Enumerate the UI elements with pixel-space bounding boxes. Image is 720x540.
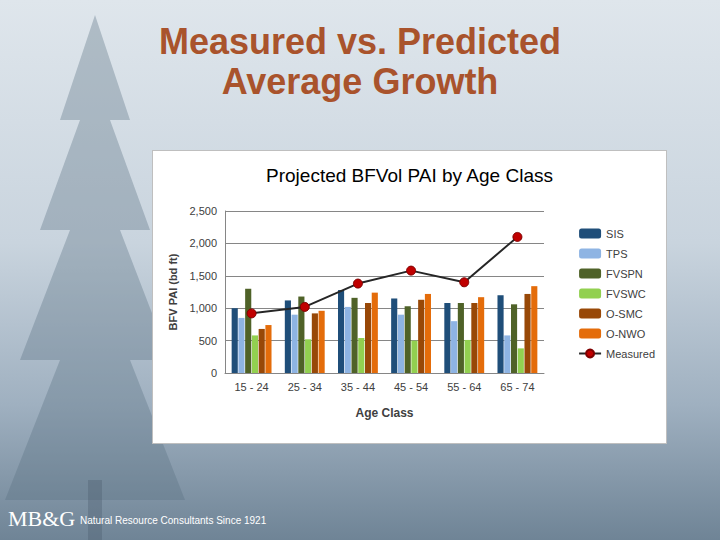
svg-text:2,500: 2,500 [189, 205, 217, 217]
svg-text:SIS: SIS [606, 228, 624, 240]
svg-text:0: 0 [211, 367, 217, 379]
svg-text:FVSWC: FVSWC [606, 288, 646, 300]
svg-text:Age Class: Age Class [355, 406, 413, 420]
html-text:Natural Resource Consultants S: Natural Resource Consultants Since 1921 [80, 515, 267, 526]
svg-text:Measured: Measured [606, 348, 655, 360]
svg-text:Projected BFVol PAI by Age Cla: Projected BFVol PAI by Age Class [266, 165, 553, 186]
svg-text:2,000: 2,000 [189, 237, 217, 249]
html-text:Average Growth: Average Growth [221, 61, 499, 102]
svg-text:45 - 54: 45 - 54 [394, 381, 428, 393]
html-text:MB&G: MB&G [8, 506, 76, 531]
svg-text:1,500: 1,500 [189, 270, 217, 282]
svg-text:35 - 44: 35 - 44 [341, 381, 375, 393]
svg-text:BFV PAI (bd ft): BFV PAI (bd ft) [167, 253, 179, 330]
svg-text:25 - 34: 25 - 34 [288, 381, 322, 393]
svg-text:FVSPN: FVSPN [606, 268, 643, 280]
svg-text:65 - 74: 65 - 74 [500, 381, 534, 393]
html-text:Measured vs. Predicted: Measured vs. Predicted [158, 21, 562, 62]
svg-text:O-SMC: O-SMC [606, 308, 643, 320]
svg-text:O-NWO: O-NWO [606, 328, 646, 340]
svg-text:TPS: TPS [606, 248, 627, 260]
svg-text:500: 500 [199, 335, 217, 347]
svg-text:55 - 64: 55 - 64 [447, 381, 481, 393]
svg-text:15 - 24: 15 - 24 [234, 381, 268, 393]
svg-text:1,000: 1,000 [189, 302, 217, 314]
